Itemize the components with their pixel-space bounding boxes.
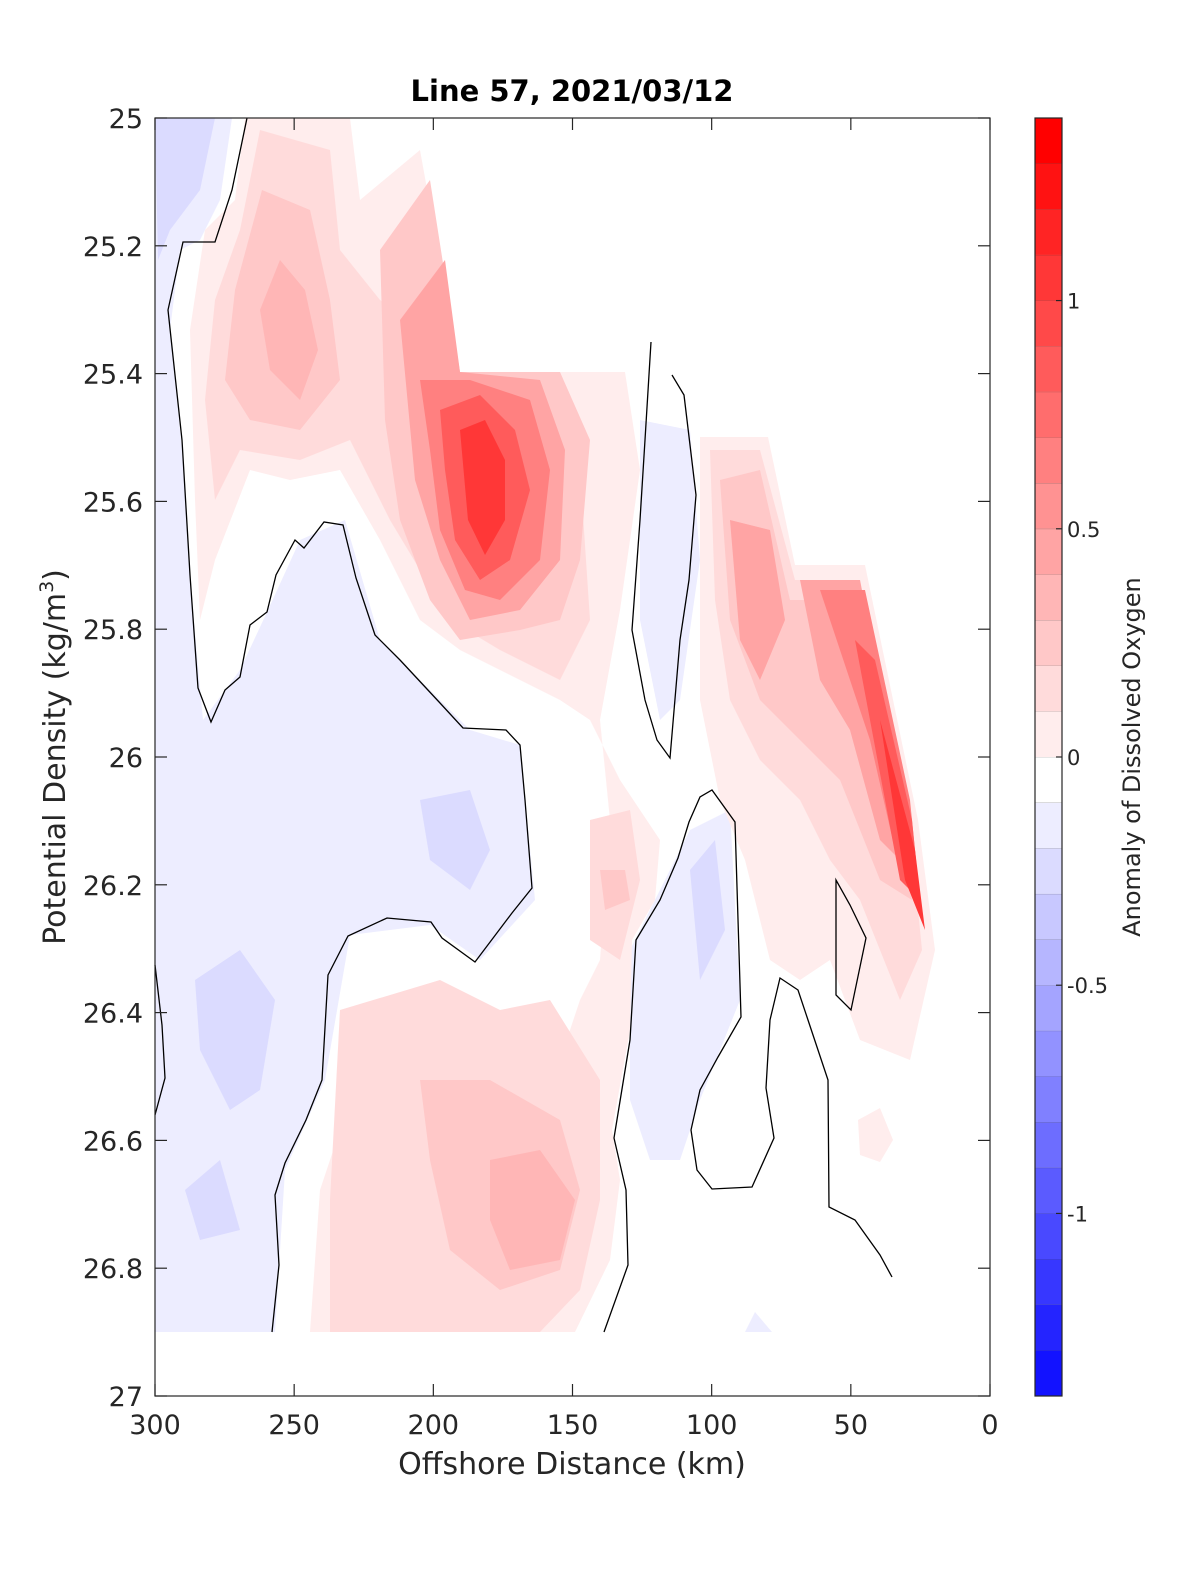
zero-contour-line bbox=[154, 964, 166, 1116]
x-tick-label: 250 bbox=[268, 1410, 320, 1441]
colorbar bbox=[1035, 117, 1062, 1396]
contour-fill bbox=[858, 1108, 893, 1162]
colorbar-segment bbox=[1035, 300, 1062, 347]
contour-fill bbox=[600, 870, 630, 910]
y-tick-label: 26 bbox=[109, 743, 143, 774]
y-tick-label: 25 bbox=[109, 104, 143, 135]
zero-contour-line bbox=[603, 789, 893, 1333]
colorbar-segment bbox=[1035, 1304, 1062, 1351]
zero-contour-line bbox=[167, 117, 533, 1333]
contour-fill bbox=[800, 580, 910, 870]
y-tick-label: 25.2 bbox=[83, 232, 143, 263]
colorbar-segment bbox=[1035, 163, 1062, 210]
colorbar-label: Anomaly of Dissolved Oxygen bbox=[1118, 577, 1146, 937]
y-tick-label: 27 bbox=[109, 1382, 143, 1413]
contour-fill bbox=[690, 840, 725, 980]
contour-fill bbox=[260, 260, 318, 400]
colorbar-segment bbox=[1035, 391, 1062, 438]
contour-fill bbox=[880, 720, 925, 930]
colorbar-segment bbox=[1035, 574, 1062, 621]
y-axis-label-main: Potential Density (kg/m bbox=[38, 593, 73, 945]
colorbar-segment bbox=[1035, 757, 1062, 803]
contour-fill bbox=[420, 790, 490, 890]
colorbar-segment bbox=[1035, 802, 1062, 849]
colorbar-segment bbox=[1035, 437, 1062, 484]
x-tick-label: 100 bbox=[686, 1410, 738, 1441]
colorbar-segment bbox=[1035, 1259, 1062, 1305]
colorbar-segment bbox=[1035, 711, 1062, 757]
colorbar-segment bbox=[1035, 665, 1062, 712]
y-tick-label: 26.4 bbox=[83, 999, 143, 1030]
y-axis: 25 25.2 25.4 25.6 25.8 26 26.2 26.4 26.6 26.8 27 bbox=[83, 104, 990, 1413]
colorbar-segment bbox=[1035, 1076, 1062, 1123]
colorbar-segment bbox=[1035, 620, 1062, 666]
colorbar-segment bbox=[1035, 528, 1062, 575]
colorbar-ticks: 1 0.5 0 -0.5 -1 bbox=[1056, 290, 1108, 1226]
colorbar-segment bbox=[1035, 1030, 1062, 1077]
colorbar-segment bbox=[1035, 1167, 1062, 1214]
colorbar-segment bbox=[1035, 848, 1062, 894]
contour-fills bbox=[155, 118, 935, 1332]
colorbar-tick-label: -0.5 bbox=[1067, 974, 1108, 998]
x-tick-label: 200 bbox=[408, 1410, 460, 1441]
y-tick-label: 25.4 bbox=[83, 360, 143, 391]
x-tick-label: 150 bbox=[547, 1410, 599, 1441]
colorbar-tick-label: 0.5 bbox=[1067, 518, 1100, 542]
colorbar-tick-label: 1 bbox=[1067, 290, 1080, 314]
contour-fill bbox=[730, 520, 785, 680]
contour-fill bbox=[490, 1150, 575, 1270]
colorbar-segment bbox=[1035, 985, 1062, 1031]
colorbar-segment bbox=[1035, 1122, 1062, 1168]
y-axis-label-tail: ) bbox=[38, 569, 73, 581]
colorbar-segment bbox=[1035, 939, 1062, 986]
colorbar-segment bbox=[1035, 1350, 1062, 1396]
colorbar-tick-label: 0 bbox=[1067, 746, 1080, 770]
colorbar-segment bbox=[1035, 893, 1062, 940]
x-tick-label: 50 bbox=[834, 1410, 868, 1441]
x-axis-label: Offshore Distance (km) bbox=[398, 1447, 746, 1482]
y-tick-label: 25.6 bbox=[83, 487, 143, 518]
contour-fill bbox=[195, 950, 275, 1110]
x-axis: 300 250 200 150 100 50 0 bbox=[129, 118, 999, 1441]
x-tick-label: 0 bbox=[981, 1410, 998, 1441]
contour-fill bbox=[460, 420, 505, 555]
colorbar-segment bbox=[1035, 118, 1062, 164]
x-tick-label: 300 bbox=[129, 1410, 181, 1441]
colorbar-segment bbox=[1035, 483, 1062, 529]
colorbar-segment bbox=[1035, 346, 1062, 392]
y-tick-label: 26.6 bbox=[83, 1126, 143, 1157]
contour-fill bbox=[185, 1160, 240, 1240]
y-tick-label: 26.2 bbox=[83, 871, 143, 902]
zero-contour-lines bbox=[154, 117, 893, 1333]
colorbar-tick-label: -1 bbox=[1067, 1202, 1088, 1226]
y-tick-label: 26.8 bbox=[83, 1254, 143, 1285]
contour-fill bbox=[155, 118, 215, 260]
zero-contour-line bbox=[835, 877, 867, 1012]
y-axis-label: Potential Density (kg/m3) bbox=[36, 569, 73, 945]
y-tick-label: 25.8 bbox=[83, 615, 143, 646]
colorbar-segment bbox=[1035, 254, 1062, 301]
contour-fill bbox=[640, 420, 700, 720]
colorbar-segment bbox=[1035, 1213, 1062, 1260]
zero-contour-line bbox=[631, 341, 697, 760]
y-axis-label-superscript: 3 bbox=[36, 581, 58, 593]
colorbar-segment bbox=[1035, 209, 1062, 255]
chart-title: Line 57, 2021/03/12 bbox=[411, 74, 734, 108]
contour-fill bbox=[745, 1312, 772, 1332]
